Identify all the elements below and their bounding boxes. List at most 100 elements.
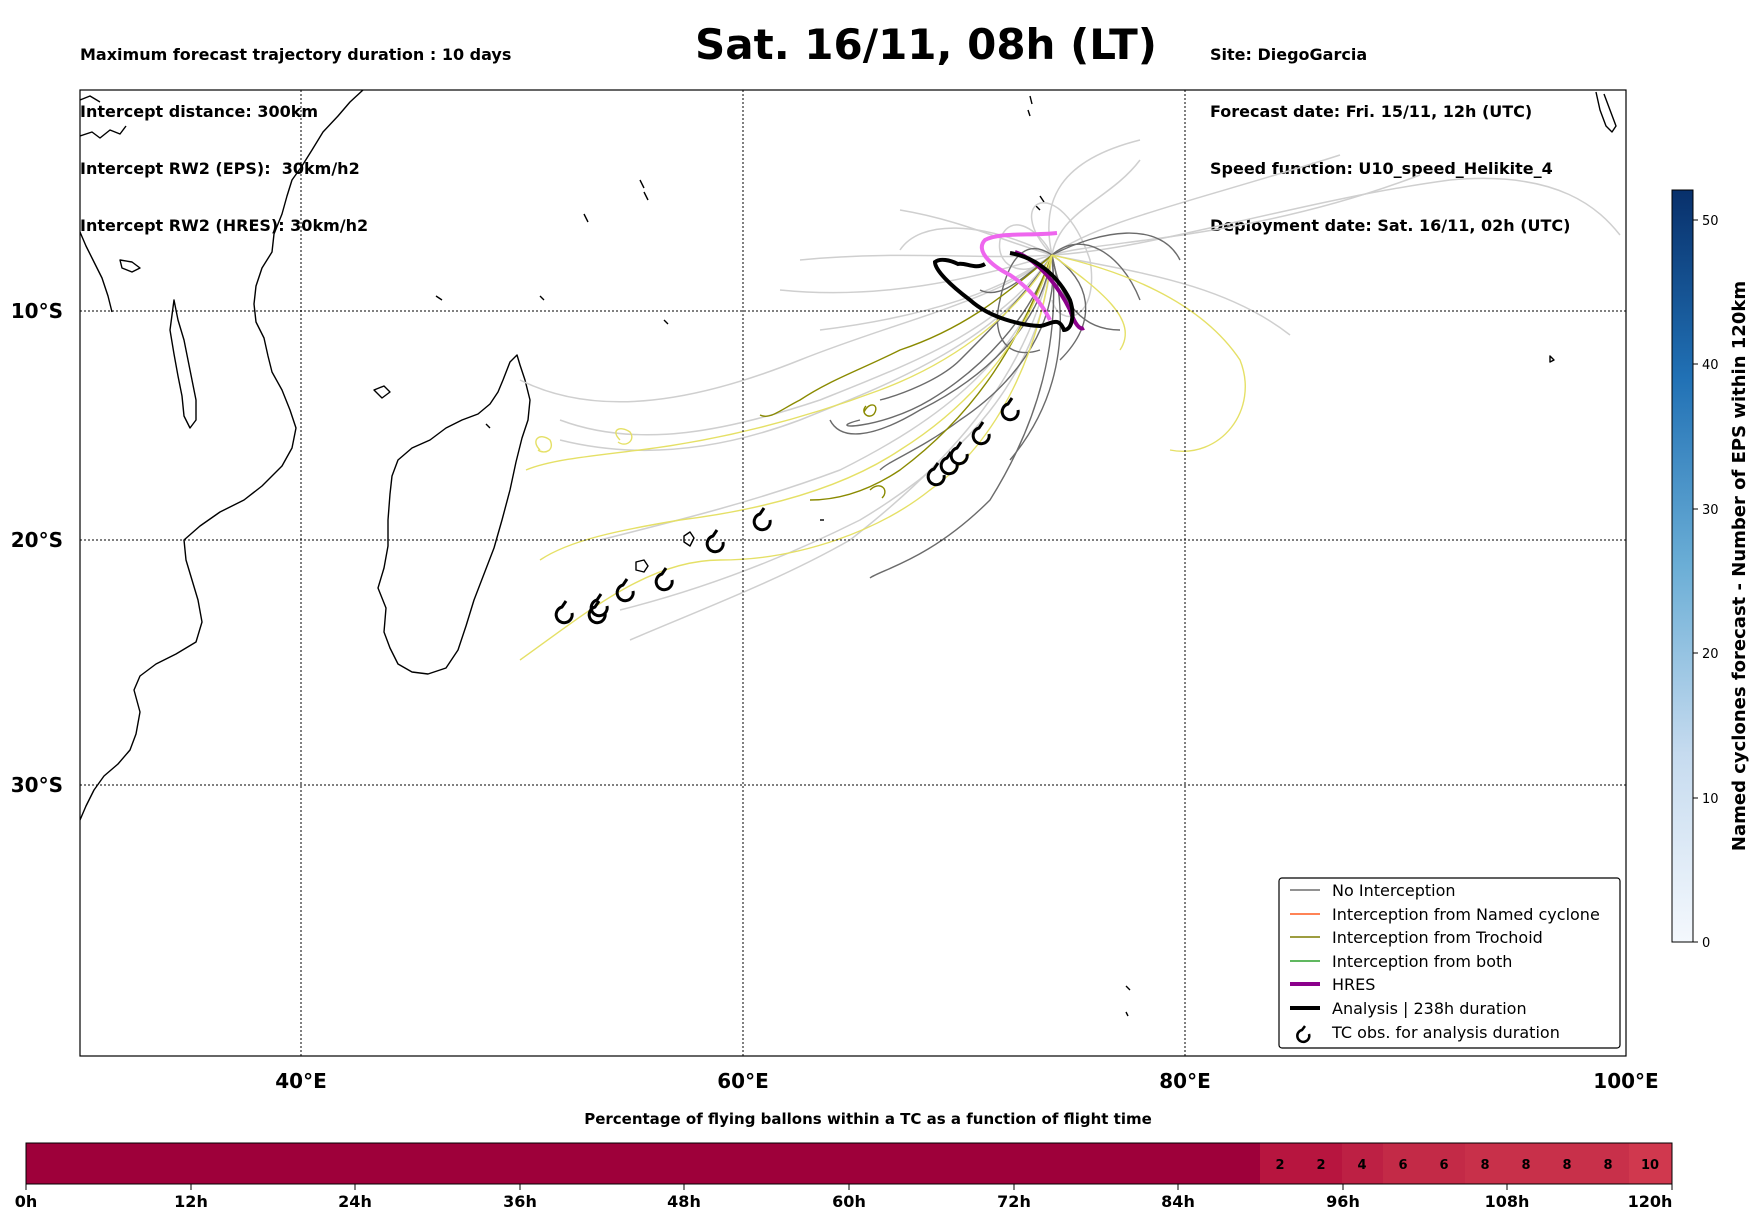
colorbar-ticks: 0 10 20 30 40 50 <box>1693 214 1719 951</box>
timebar-cell-label: 10 <box>1641 1158 1659 1173</box>
colorbar-label: Named cyclones forecast - Number of EPS … <box>1729 281 1750 851</box>
timebar-tick-labels: 0h 12h 24h 36h 48h 60h 72h 84h 96h 108h … <box>15 1192 1673 1211</box>
map-gridlines <box>80 90 1626 1056</box>
tc-observation-markers <box>554 397 1020 625</box>
arabia-coastline <box>80 125 127 139</box>
madagascar-coastline <box>377 354 531 675</box>
tc-marker <box>971 421 991 446</box>
map-frame <box>79 89 1627 1057</box>
legend-label-tc-obs: TC obs. for analysis duration <box>1331 1023 1560 1042</box>
forecast-date-text: Forecast date: Fri. 15/11, 12h (UTC) <box>1210 102 1533 121</box>
tc-marker <box>615 578 635 603</box>
timebar-major-ticks <box>25 1184 1673 1190</box>
island-mauritius <box>683 531 695 547</box>
legend-label-trochoid: Interception from Trochoid <box>1332 928 1543 947</box>
colorbar-gradient <box>1671 189 1694 943</box>
tc-marker <box>587 600 607 625</box>
timebar-tick: 72h <box>997 1192 1031 1211</box>
analysis-trajectory <box>932 251 1075 333</box>
map-panel: 40°E 60°E 80°E 100°E 10°S 20°S 30°S No I… <box>11 89 1659 1093</box>
timebar-cell-label: 2 <box>1275 1158 1284 1173</box>
tc-marker <box>654 567 674 592</box>
intercept-eps-text: Intercept RW2 (EPS): 30km/h2 <box>80 159 360 178</box>
map-lat-labels: 10°S 20°S 30°S <box>11 299 63 797</box>
tc-marker <box>554 600 574 625</box>
lon-label: 40°E <box>275 1069 327 1093</box>
timebar-tick: 12h <box>174 1192 208 1211</box>
timebar-cell <box>1383 1143 1424 1184</box>
sumatra-coast <box>1595 91 1617 133</box>
timebar-cell-label: 4 <box>1357 1158 1366 1173</box>
deployment-date-text: Deployment date: Sat. 16/11, 02h (UTC) <box>1210 216 1571 235</box>
timebar-cell <box>1342 1143 1383 1184</box>
timebar-cell-labels: 2 2 4 6 6 8 8 8 8 10 <box>1275 1158 1659 1173</box>
cyclone-icon <box>1296 1025 1311 1044</box>
timebar-tick: 24h <box>338 1192 372 1211</box>
legend-label-no-interception: No Interception <box>1332 881 1456 900</box>
lon-label: 80°E <box>1159 1069 1211 1093</box>
timebar-tick: 36h <box>503 1192 537 1211</box>
tc-marker <box>949 441 969 466</box>
lon-label: 100°E <box>1593 1069 1658 1093</box>
header-left: Maximum forecast trajectory duration : 1… <box>80 7 511 254</box>
coastlines <box>80 90 1617 1017</box>
island-seychelles-2 <box>373 385 391 399</box>
tc-marker <box>752 507 772 532</box>
lat-label: 20°S <box>11 528 63 552</box>
timebar-cell <box>1506 1143 1547 1184</box>
colorbar-tick: 50 <box>1702 214 1719 229</box>
colorbar-tick: 30 <box>1702 503 1719 518</box>
intercept-hres-text: Intercept RW2 (HRES): 30km/h2 <box>80 216 369 235</box>
timebar-cell <box>1588 1143 1629 1184</box>
tc-marker <box>939 451 959 476</box>
legend: No Interception Interception from Named … <box>1278 877 1621 1049</box>
timebar-cell <box>1260 1143 1301 1184</box>
island-cocos <box>1549 355 1555 363</box>
colorbar: 0 10 20 30 40 50 Named cyclones forecast… <box>1671 189 1750 951</box>
timebar-cell <box>1465 1143 1506 1184</box>
island-maldives <box>1027 95 1033 117</box>
tc-marker <box>589 593 609 618</box>
timebar-tick: 84h <box>1161 1192 1195 1211</box>
time-bar: Percentage of flying ballons within a TC… <box>15 1110 1673 1211</box>
trochoid-trajectories <box>759 254 1053 501</box>
timebar-cells <box>1260 1143 1672 1184</box>
timebar-tick: 60h <box>832 1192 866 1211</box>
site-text: Site: DiegoGarcia <box>1210 45 1368 64</box>
legend-label-hres: HRES <box>1332 975 1375 994</box>
page-title: Sat. 16/11, 08h (LT) <box>695 20 1157 69</box>
timebar-tick: 120h <box>1628 1192 1673 1211</box>
timebar-cell <box>1629 1143 1672 1184</box>
timebar-cell-label: 6 <box>1439 1158 1448 1173</box>
colorbar-tick: 40 <box>1702 358 1719 373</box>
island-chagos <box>1035 195 1045 211</box>
island-amsterdam <box>1125 985 1131 1017</box>
timebar-title: Percentage of flying ballons within a TC… <box>584 1110 1152 1128</box>
africa-coastline <box>80 90 364 821</box>
map-content <box>80 90 1621 1017</box>
tc-marker <box>926 462 946 487</box>
timebar-cell-label: 8 <box>1562 1158 1571 1173</box>
timebar-cell <box>1547 1143 1588 1184</box>
legend-label-analysis: Analysis | 238h duration <box>1332 999 1527 1018</box>
map-lon-labels: 40°E 60°E 80°E 100°E <box>275 1069 1658 1093</box>
intercept-distance-text: Intercept distance: 300km <box>80 102 319 121</box>
red-sea-coast <box>80 95 101 103</box>
hres-trajectory <box>979 231 1058 321</box>
colorbar-tick: 10 <box>1702 792 1719 807</box>
legend-label-named-cyclone: Interception from Named cyclone <box>1332 905 1600 924</box>
timebar-cell-label: 2 <box>1316 1158 1325 1173</box>
timebar-cell-label: 8 <box>1521 1158 1530 1173</box>
colorbar-tick: 0 <box>1702 936 1710 951</box>
island-seychelles <box>583 179 649 223</box>
island-socotra <box>119 259 141 273</box>
timebar-cell-label: 8 <box>1603 1158 1612 1173</box>
timebar-tick: 0h <box>15 1192 38 1211</box>
timebar-cell <box>1424 1143 1465 1184</box>
timebar-cell-label: 6 <box>1398 1158 1407 1173</box>
island-comoros <box>169 299 197 429</box>
lon-label: 60°E <box>717 1069 769 1093</box>
legend-box <box>1278 877 1621 1049</box>
somalia-coastline <box>80 231 113 313</box>
timebar-tick: 96h <box>1326 1192 1360 1211</box>
